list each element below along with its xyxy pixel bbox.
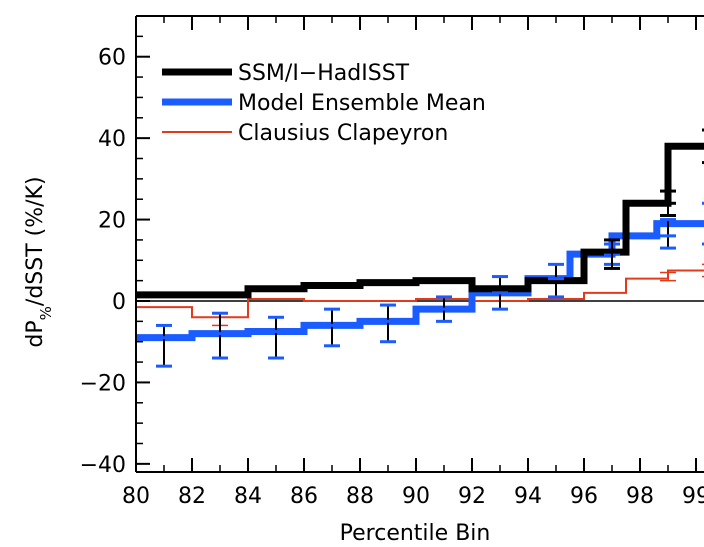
y-tick-label-0: −40 <box>80 453 126 478</box>
x-axis-title: Percentile Bin <box>340 521 491 546</box>
y-axis-title: dP%/dSST (%/K) <box>23 176 55 347</box>
series-line-1 <box>136 220 704 342</box>
error-bar-1-7 <box>548 262 564 299</box>
x-tick-label-4: 88 <box>346 484 374 509</box>
x-tick-label-8: 96 <box>570 484 598 509</box>
x-tick-label-0: 80 <box>122 484 150 509</box>
axes <box>135 15 704 473</box>
y-axis-title-subscript: % <box>37 306 55 320</box>
error-bar-1-6 <box>492 275 508 311</box>
legend-label-0: SSM/I−HadISST <box>238 61 410 86</box>
legend-label-2: Clausius Clapeyron <box>238 121 448 146</box>
tick-labels: −40−200204060808284868890929496989999.8 <box>80 46 704 509</box>
legend: SSM/I−HadISST Model Ensemble Mean Clausius… <box>162 61 486 146</box>
x-tick-label-3: 86 <box>290 484 318 509</box>
y-tick-label-1: −20 <box>80 371 126 396</box>
plot-clipped-group <box>136 128 704 368</box>
x-tick-label-1: 82 <box>178 484 206 509</box>
error-bar-1-1 <box>212 311 228 360</box>
error-bar-1-2 <box>268 315 284 360</box>
error-bar-1-9 <box>660 218 676 250</box>
y-axis-title-main: dP <box>23 320 48 347</box>
y-tick-label-2: 0 <box>112 290 126 315</box>
error-bar-2-1 <box>660 271 676 282</box>
error-bar-1-3 <box>324 307 340 348</box>
legend-label-1: Model Ensemble Mean <box>238 91 486 116</box>
x-tick-label-2: 84 <box>234 484 262 509</box>
error-bar-0-0 <box>604 238 620 270</box>
x-tick-label-6: 92 <box>458 484 486 509</box>
x-tick-label-9: 98 <box>626 484 654 509</box>
y-axis-title-rest: /dSST (%/K) <box>23 176 48 306</box>
y-tick-label-3: 20 <box>98 209 126 234</box>
x-tick-label-5: 90 <box>402 484 430 509</box>
error-bar-1-4 <box>380 303 396 344</box>
plot-area <box>136 128 704 368</box>
error-bar-1-0 <box>156 323 172 368</box>
y-tick-label-5: 60 <box>98 46 126 71</box>
x-tick-label-7: 94 <box>514 484 542 509</box>
error-bar-0-1 <box>660 189 676 217</box>
x-tick-label-10: 99 <box>682 484 704 509</box>
error-bar-1-5 <box>436 295 452 323</box>
y-tick-label-4: 40 <box>98 127 126 152</box>
